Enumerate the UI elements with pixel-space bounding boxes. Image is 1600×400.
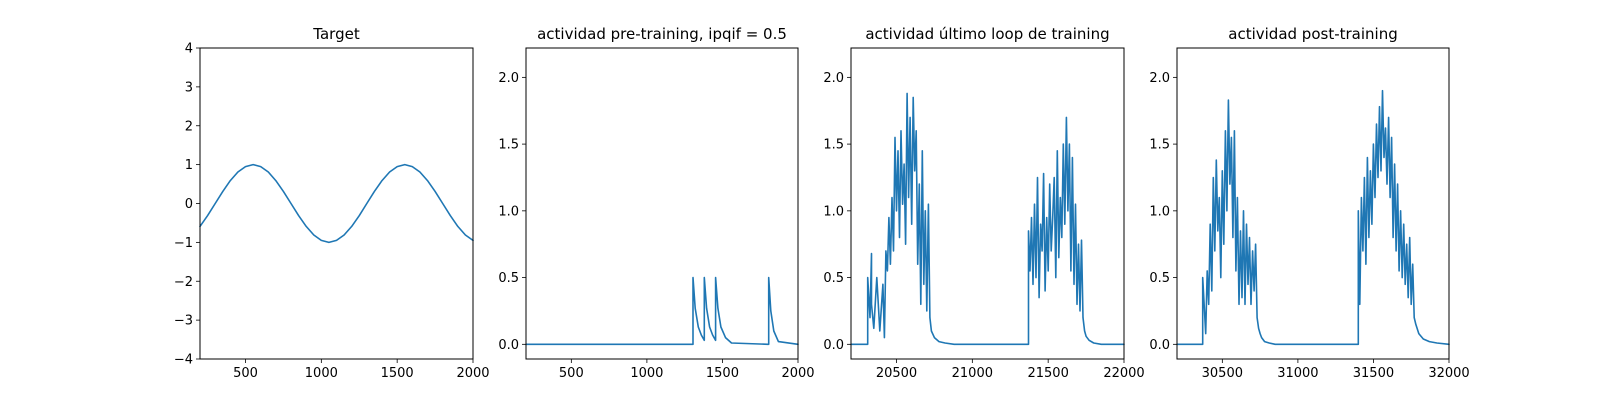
y-tick-label: 1.5 [823, 138, 844, 153]
subplot-target: Target 500 1000 1500 2000 −4 −3 −2 −1 0 1 2 3 4 [174, 25, 490, 381]
x-tick-label: 22000 [1103, 366, 1144, 381]
y-tick-label: 1 [185, 158, 193, 173]
x-tick-label: 32000 [1428, 366, 1469, 381]
y-tick-label: 0 [185, 197, 193, 212]
y-tick-label: 2.0 [823, 71, 844, 86]
y-tick-label: 2 [185, 119, 193, 134]
y-tick-label: −3 [174, 314, 193, 329]
series-line [525, 276, 799, 346]
x-tick-label: 21000 [952, 366, 993, 381]
y-tick-label: 1.0 [498, 204, 519, 219]
x-tick-label: 2000 [456, 366, 489, 381]
subplot-pre-training: actividad pre-training, ipqif = 0.5 500 1… [498, 25, 814, 381]
y-tick-label: 0.0 [1149, 338, 1170, 353]
series-line [1176, 89, 1450, 346]
x-tick-label: 500 [559, 366, 584, 381]
y-tick-label: 2.0 [1149, 71, 1170, 86]
x-tick-label: 31000 [1277, 366, 1318, 381]
x-tick-label: 1000 [630, 366, 663, 381]
x-tick-label: 2000 [781, 366, 814, 381]
subplot-title: actividad último loop de training [865, 25, 1109, 43]
y-tick-label: −4 [174, 353, 193, 368]
x-tick-label: 30500 [1202, 366, 1243, 381]
y-tick-label: 0.5 [498, 271, 519, 286]
y-tick-label: 4 [185, 42, 193, 57]
y-tick-label: 2.0 [498, 71, 519, 86]
subplot-last-training-loop: actividad último loop de training 20500 2… [823, 25, 1144, 381]
y-tick-label: 0.5 [823, 271, 844, 286]
y-tick-label: 1.5 [498, 138, 519, 153]
y-tick-label: −1 [174, 236, 193, 251]
axes-frame [850, 47, 1125, 360]
y-tick-label: 1.0 [823, 204, 844, 219]
y-tick-label: −2 [174, 275, 193, 290]
subplot-title: actividad pre-training, ipqif = 0.5 [537, 25, 787, 43]
subplot-title: Target [312, 25, 360, 43]
axes-frame [1176, 47, 1450, 360]
subplot-post-training: actividad post-training 30500 31000 31500 3… [1149, 25, 1469, 381]
x-tick-label: 1000 [305, 366, 338, 381]
y-tick-label: 1.0 [1149, 204, 1170, 219]
x-tick-label: 21500 [1027, 366, 1068, 381]
subplot-title: actividad post-training [1228, 25, 1397, 43]
y-tick-label: 0.5 [1149, 271, 1170, 286]
y-tick-label: 3 [185, 80, 193, 95]
axes-frame [525, 47, 799, 360]
x-tick-label: 1500 [381, 366, 414, 381]
y-tick-label: 0.0 [823, 338, 844, 353]
x-tick-label: 1500 [706, 366, 739, 381]
y-tick-label: 1.5 [1149, 138, 1170, 153]
y-tick-label: 0.0 [498, 338, 519, 353]
x-tick-label: 31500 [1353, 366, 1394, 381]
x-tick-label: 20500 [876, 366, 917, 381]
series-line [850, 92, 1125, 346]
x-tick-label: 500 [233, 366, 258, 381]
series-line [199, 163, 474, 244]
